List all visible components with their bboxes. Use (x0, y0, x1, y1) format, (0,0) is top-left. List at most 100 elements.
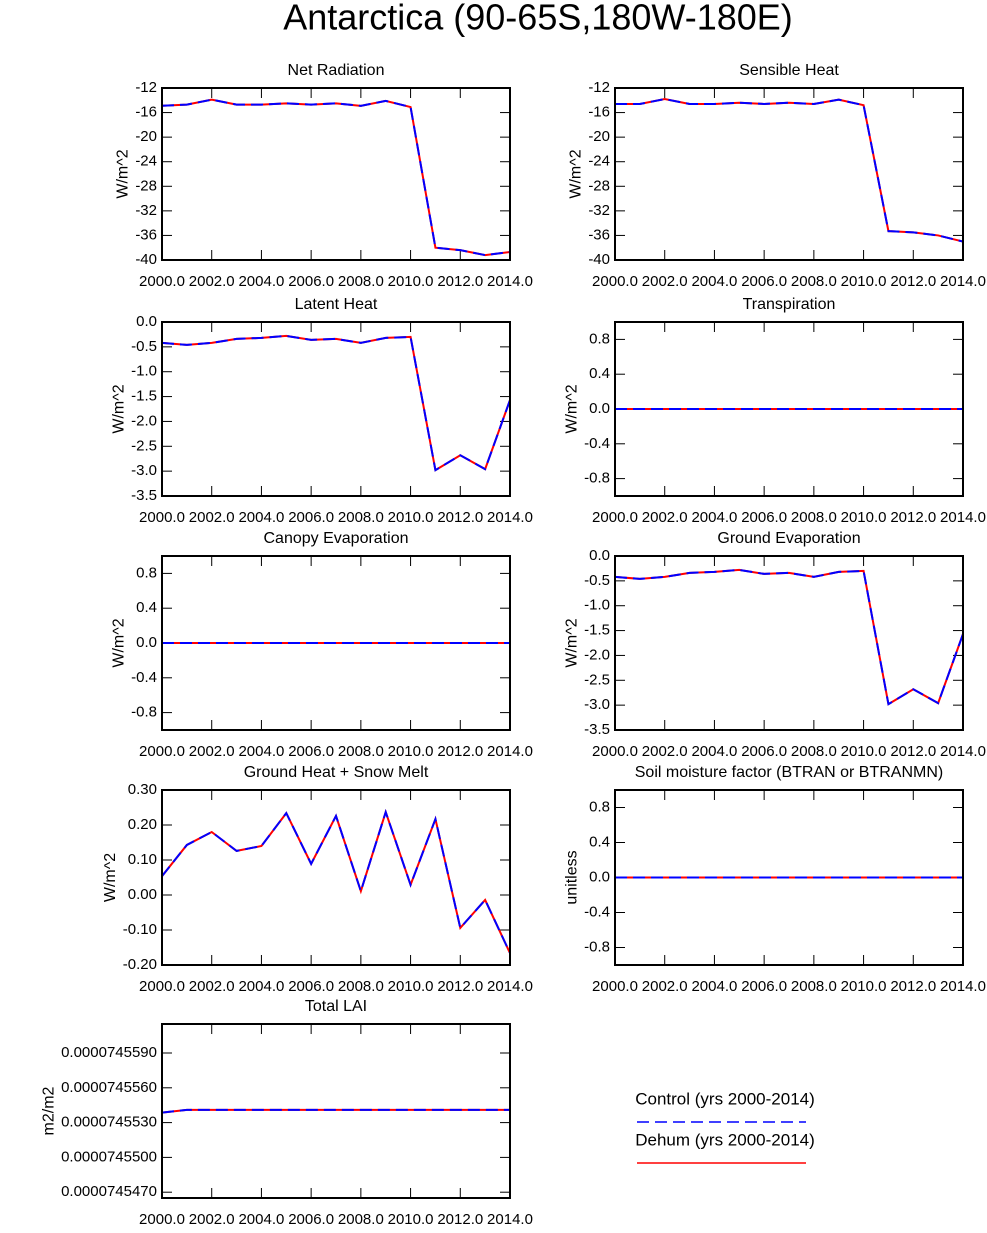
y-tick-label: -3.0 (131, 462, 157, 479)
x-tick-label: 2006.0 (741, 978, 787, 995)
x-tick-label: 2012.0 (437, 1211, 483, 1228)
series-line: Dehum (yrs 2000-2014) (161, 334, 511, 472)
y-tick-label: 0.00 (128, 886, 157, 903)
y-tick-label: -1.0 (131, 363, 157, 380)
series-line: Control (yrs 2000-2014) (161, 1108, 510, 1114)
x-tick-label: 2006.0 (741, 273, 787, 290)
y-tick-label: 0.4 (136, 599, 157, 616)
y-tick-label: -2.5 (131, 437, 157, 454)
y-tick-label: -36 (135, 226, 157, 243)
x-tick-label: 2008.0 (338, 1211, 384, 1228)
x-tick-label: 2004.0 (238, 273, 284, 290)
x-tick-label: 2006.0 (288, 509, 334, 526)
series-line: Dehum (yrs 2000-2014) (615, 98, 964, 243)
x-tick-label: 2010.0 (841, 978, 887, 995)
legend-label: Dehum (yrs 2000-2014) (635, 1130, 815, 1149)
x-tick-label: 2010.0 (388, 743, 434, 760)
plot-frame (614, 789, 964, 966)
plot-frame (614, 87, 964, 261)
x-tick-label: 2012.0 (437, 273, 483, 290)
y-tick-label: 0.8 (589, 798, 610, 815)
x-tick-label: 2000.0 (592, 978, 638, 995)
x-tick-label: 2014.0 (487, 978, 533, 995)
y-tick-label: 0.0 (589, 400, 610, 417)
x-tick-label: 2010.0 (388, 1211, 434, 1228)
y-tick-label: -32 (588, 202, 610, 219)
y-tick-label: -3.0 (584, 696, 610, 713)
x-tick-label: 2014.0 (940, 743, 986, 760)
y-tick-label: -0.8 (584, 938, 610, 955)
y-tick-label: -0.5 (584, 572, 610, 589)
y-tick-label: -1.5 (584, 622, 610, 639)
x-tick-label: 2008.0 (791, 509, 837, 526)
y-axis-label: m2/m2 (40, 1086, 57, 1135)
x-tick-label: 2000.0 (139, 509, 185, 526)
y-tick-label: -20 (135, 128, 157, 145)
y-tick-label: 0.10 (128, 851, 157, 868)
x-tick-label: 2004.0 (238, 978, 284, 995)
x-tick-label: 2004.0 (238, 743, 284, 760)
x-tick-label: 2000.0 (592, 273, 638, 290)
y-tick-label: -0.4 (584, 903, 610, 920)
y-tick-label: 0.0 (589, 868, 610, 885)
series-line: Control (yrs 2000-2014) (161, 98, 511, 257)
x-tick-label: 2014.0 (487, 1211, 533, 1228)
x-tick-label: 2014.0 (940, 273, 986, 290)
series-line: Control (yrs 2000-2014) (161, 808, 511, 954)
x-tick-label: 2008.0 (791, 978, 837, 995)
y-tick-label: -28 (135, 177, 157, 194)
y-tick-label: 0.0000745530 (61, 1114, 157, 1131)
x-tick-label: 2006.0 (288, 273, 334, 290)
y-tick-label: -0.4 (584, 435, 610, 452)
x-tick-label: 2002.0 (642, 978, 688, 995)
y-axis-label: W/m^2 (563, 618, 580, 667)
x-tick-label: 2014.0 (487, 273, 533, 290)
x-tick-label: 2010.0 (841, 743, 887, 760)
series-line: Control (yrs 2000-2014) (615, 98, 964, 243)
y-tick-label: 0.0 (136, 634, 157, 651)
y-tick-label: -0.20 (123, 956, 157, 973)
y-tick-label: -24 (135, 153, 157, 170)
x-tick-label: 2008.0 (791, 273, 837, 290)
y-tick-label: 0.20 (128, 816, 157, 833)
panel-title: Ground Evaporation (717, 530, 860, 547)
x-tick-label: 2004.0 (238, 1211, 284, 1228)
x-tick-label: 2000.0 (139, 1211, 185, 1228)
y-axis-label: W/m^2 (568, 149, 585, 198)
y-tick-label: -3.5 (584, 721, 610, 738)
series-line: Control (yrs 2000-2014) (614, 568, 964, 706)
x-tick-label: 2010.0 (388, 509, 434, 526)
y-tick-label: 0.0000745560 (61, 1079, 157, 1096)
y-axis-label: unitless (563, 850, 580, 904)
series-line: Dehum (yrs 2000-2014) (614, 568, 964, 706)
x-tick-label: 2006.0 (741, 743, 787, 760)
panel-title: Soil moisture factor (BTRAN or BTRANMN) (635, 764, 944, 781)
x-tick-label: 2000.0 (139, 978, 185, 995)
x-tick-label: 2008.0 (338, 978, 384, 995)
panel-title: Latent Heat (295, 296, 378, 313)
y-tick-label: -32 (135, 202, 157, 219)
y-tick-label: -1.0 (584, 597, 610, 614)
y-tick-label: -40 (588, 251, 610, 268)
panel-title: Ground Heat + Snow Melt (244, 764, 429, 781)
y-tick-label: 0.0 (589, 547, 610, 564)
x-tick-label: 2000.0 (139, 743, 185, 760)
y-tick-label: -40 (135, 251, 157, 268)
x-tick-label: 2012.0 (890, 743, 936, 760)
y-tick-label: 0.0000745470 (61, 1183, 157, 1200)
panel-title: Sensible Heat (739, 62, 839, 79)
x-tick-label: 2000.0 (139, 273, 185, 290)
y-tick-label: -12 (588, 79, 610, 96)
x-tick-label: 2014.0 (940, 509, 986, 526)
y-tick-label: 0.0000745590 (61, 1044, 157, 1061)
y-tick-label: -0.10 (123, 921, 157, 938)
y-tick-label: -12 (135, 79, 157, 96)
plot-frame (161, 789, 511, 966)
x-tick-label: 2002.0 (189, 743, 235, 760)
y-axis-label: W/m^2 (110, 618, 127, 667)
x-tick-label: 2002.0 (642, 273, 688, 290)
x-tick-label: 2006.0 (288, 743, 334, 760)
y-axis-label: W/m^2 (102, 853, 119, 902)
x-tick-label: 2004.0 (238, 509, 284, 526)
